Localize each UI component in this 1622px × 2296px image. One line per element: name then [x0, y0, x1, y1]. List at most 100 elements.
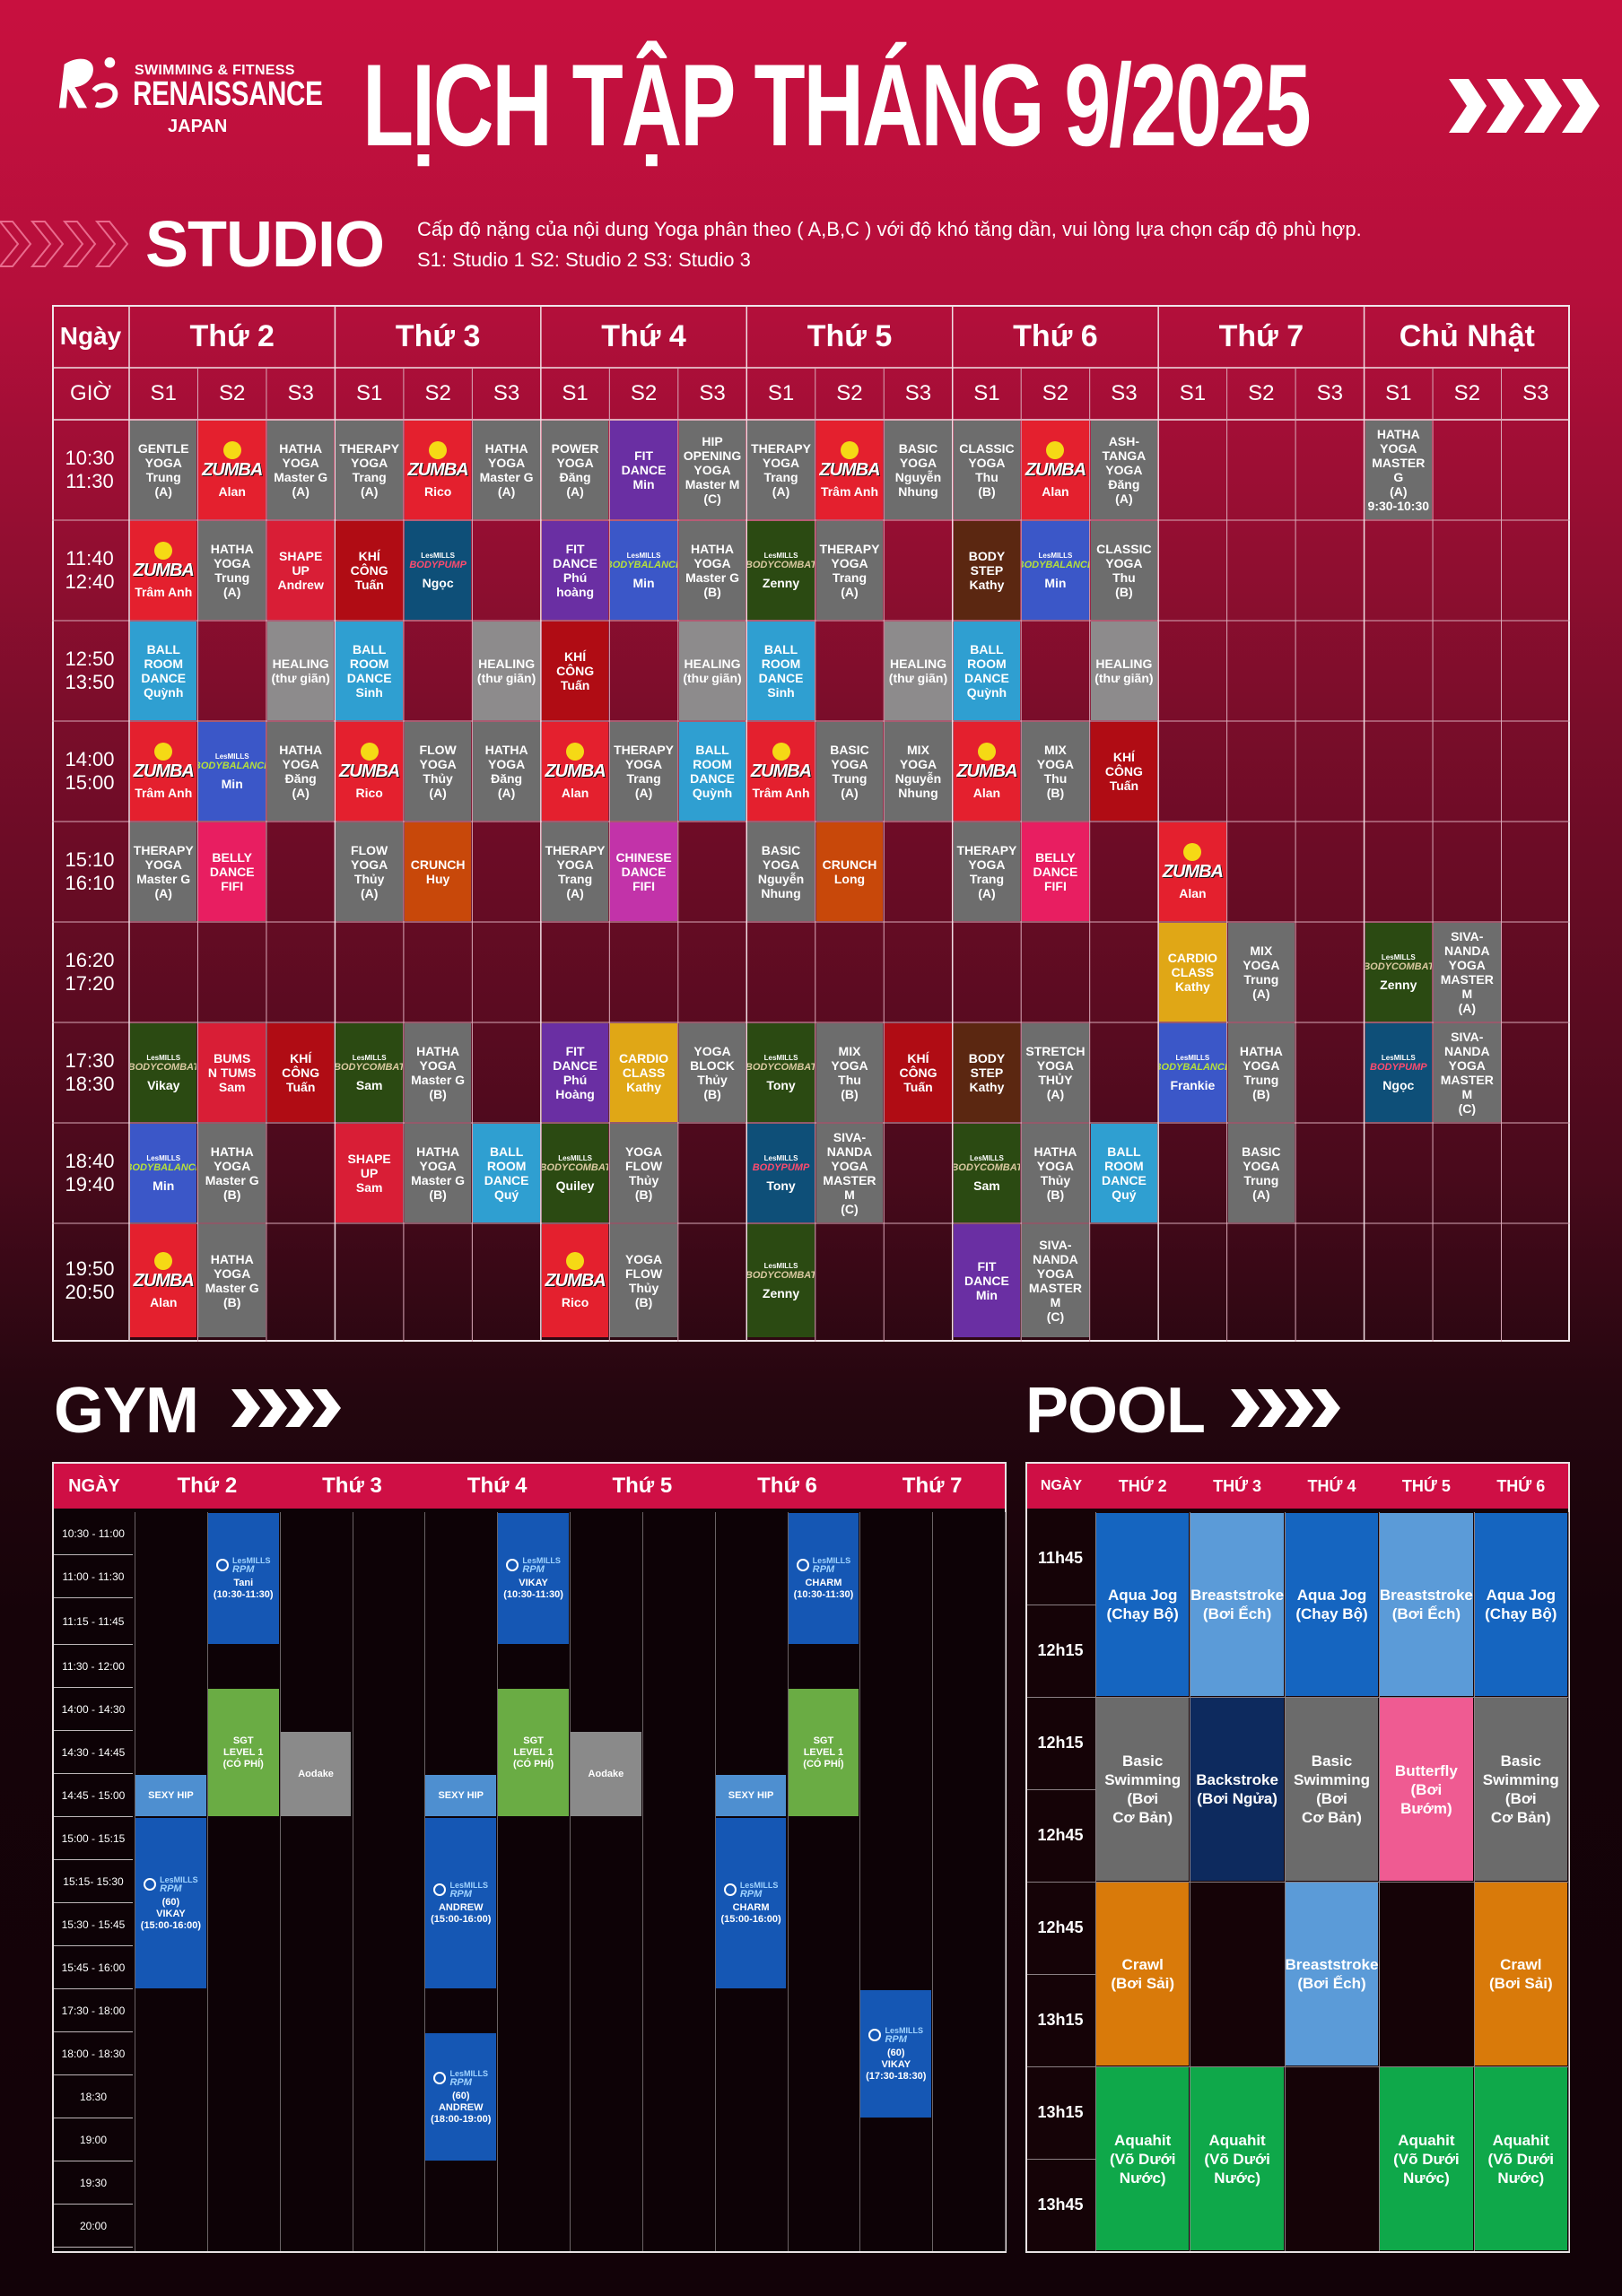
pool-day-header: THỨ 4 — [1284, 1464, 1380, 1509]
studio-schedule-table — [52, 305, 1570, 1342]
class-text: NANDA — [1033, 1252, 1078, 1266]
pool-class-text: Aquahit — [1398, 2131, 1455, 2149]
class-text: (A) — [841, 786, 859, 800]
gym-class-text: Tani — [233, 1578, 254, 1588]
chevrons-right-icon — [1449, 79, 1600, 133]
class-text: FIT — [977, 1259, 997, 1274]
class-text: Frankie — [1170, 1077, 1216, 1092]
class-text: (A) — [634, 786, 653, 800]
rpm-label: RPM — [449, 2076, 472, 2088]
gym-class-block: Aodake — [571, 1732, 641, 1816]
zumba-logo: ZUMBA — [545, 761, 606, 781]
class-text: FLOW — [624, 1266, 663, 1281]
studio-sub-header: S2 — [424, 381, 451, 405]
rpm-label: RPM — [812, 1564, 835, 1575]
class-text: HATHA — [1033, 1144, 1077, 1159]
program-logo: BODYPUMP — [409, 559, 467, 570]
class-text: Kathy — [1174, 979, 1210, 994]
class-block: HATHA YOGA Master G (A) — [266, 421, 335, 519]
lesmills-label: LesMILLS — [522, 1556, 561, 1565]
class-text: YOGA — [351, 857, 388, 872]
class-text: (B) — [841, 1087, 859, 1101]
time-slot: 12:50 13:50 — [52, 621, 127, 721]
class-text: KHÍ — [358, 549, 380, 563]
class-block: LesMILLSBODYBALANCE Frankie — [1159, 1023, 1226, 1122]
gym-class-text: VIKAY — [519, 1578, 548, 1588]
class-text: CRUNCH — [822, 857, 877, 872]
day-header: Chủ Nhật — [1399, 319, 1535, 353]
studio-sub-header: S2 — [1042, 381, 1069, 405]
class-text: Đăng — [559, 470, 591, 484]
pool-class-text: (Bơi — [1316, 1790, 1347, 1807]
zumba-logo: ZUMBA — [133, 1271, 195, 1291]
program-logo: BODYBALANCE — [610, 559, 676, 570]
class-text: Trang — [763, 470, 798, 484]
lesmills-logo: LesMILLS — [763, 1153, 798, 1162]
rpm-logo: LesMILLS RPM — [868, 2026, 923, 2044]
class-text: MASTER M — [1028, 1281, 1082, 1309]
class-block: FIT DANCE Min — [953, 1224, 1021, 1337]
gym-class-text: (10:30-11:30) — [793, 1589, 854, 1600]
class-text: YOGA — [1036, 1159, 1075, 1173]
class-text: BODY — [968, 1051, 1006, 1065]
class-block: LesMILLS BODYCOMBAT Quiley — [541, 1124, 609, 1222]
time-slot-text: 13:50 — [65, 671, 115, 693]
gym-day-header: Thứ 3 — [279, 1464, 425, 1509]
zumba-figure-icon — [360, 743, 379, 761]
class-text: Nguyễn — [894, 771, 942, 786]
class-block: BASIC YOGA Trung (A) — [1227, 1124, 1295, 1222]
studio-sub-header: S1 — [973, 381, 1000, 405]
zumba-figure-icon — [429, 441, 448, 459]
class-block: BUMS N TUMS Sam — [198, 1023, 266, 1122]
zumba-figure-icon — [566, 743, 585, 761]
class-text: Trang — [832, 570, 868, 585]
class-text: SIVA- — [1039, 1238, 1072, 1252]
class-block: CLASSIC YOGA Thu (B) — [1090, 521, 1158, 620]
gym-time-slot: 15:45 - 16:00 — [54, 1946, 133, 1989]
class-text: Trang — [969, 872, 1004, 886]
pool-class-text: Aqua Jog — [1296, 1587, 1367, 1604]
time-slot: 10:30 11:30 — [52, 420, 127, 520]
class-text: Thu — [1112, 570, 1136, 585]
studio-sub-header: S1 — [1179, 381, 1207, 405]
time-slot-text: 10:30 — [65, 447, 115, 469]
gym-class-block: LesMILLS RPM Tani (10:30-11:30) — [207, 1513, 279, 1644]
class-text: YOGA — [1243, 958, 1280, 972]
gym-class-block: SEXY HIP — [715, 1775, 787, 1816]
class-text: ROOM — [349, 657, 389, 671]
rpm-label: RPM — [522, 1564, 545, 1575]
pool-time-slot: 13h15 — [1037, 2103, 1084, 2121]
class-text: YOGA — [487, 757, 526, 771]
pool-half-line — [1027, 2159, 1095, 2160]
class-text: Kathy — [626, 1080, 662, 1094]
class-block: BALL ROOM DANCE Sinh — [336, 622, 403, 720]
gym-class-block: LesMILLS RPM (60) ANDREW (18:00-19:00) — [425, 2033, 497, 2161]
class-text: BLOCK — [690, 1058, 735, 1073]
pool-class-text: (Bơi — [1504, 1790, 1537, 1807]
class-block: GENTLE YOGA Trung (A) — [130, 421, 197, 519]
class-text: Min — [632, 575, 655, 590]
class-text: YOGA — [762, 456, 800, 470]
class-block: CRUNCH Huy — [404, 822, 472, 921]
studio-sub-header: S1 — [562, 381, 589, 405]
class-text: HEALING — [478, 657, 536, 671]
class-block: LesMILLS BODYCOMBAT Zenny — [1365, 923, 1433, 1022]
class-text: Phú — [562, 570, 588, 585]
class-text: Đăng — [284, 771, 317, 786]
class-text: Sam — [355, 1180, 383, 1195]
class-text: (A) — [566, 484, 584, 499]
class-text: KHÍ — [907, 1051, 929, 1065]
class-block: KHÍ CÔNG Tuấn — [541, 622, 609, 720]
rpm-logo: LesMILLS RPM — [144, 1875, 198, 1893]
class-text: HATHA — [416, 1144, 460, 1159]
class-text: Thu — [1043, 771, 1068, 786]
time-slot-text: 11:30 — [65, 470, 114, 492]
gym-class-text: (10:30-11:30) — [503, 1589, 563, 1600]
class-block: KHÍ CÔNG Tuấn — [885, 1023, 952, 1122]
class-text: NANDA — [826, 1144, 873, 1159]
pool-class-text: Breaststroke — [1190, 1587, 1285, 1604]
lesmills-label: LesMILLS — [160, 1874, 198, 1884]
class-text: NANDA — [1444, 944, 1490, 958]
pool-class-text: Basic — [1122, 1752, 1164, 1770]
lesmills-logo: LesMILLS — [1381, 1053, 1416, 1062]
